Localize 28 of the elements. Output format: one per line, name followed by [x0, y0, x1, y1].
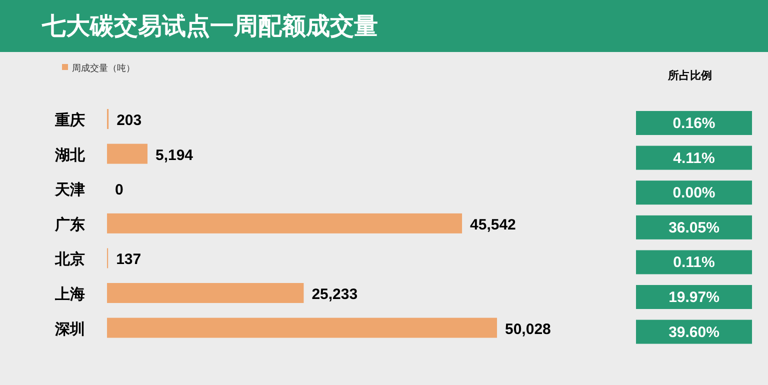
data-label: 5,194: [155, 146, 194, 164]
y-tick-label: 深圳: [54, 320, 85, 338]
y-tick-label: 广东: [54, 215, 85, 234]
text: 19.97%: [668, 289, 720, 306]
text: 所占比例: [667, 69, 712, 82]
text: 0.11%: [673, 254, 715, 272]
bar: [107, 283, 304, 303]
bar: [107, 318, 497, 338]
y-tick-label: 北京: [54, 250, 85, 268]
data-label: 203: [116, 112, 142, 129]
data-label: 25,233: [312, 286, 358, 303]
text: 0.16%: [672, 115, 716, 132]
data-label: 137: [116, 251, 142, 268]
data-label: 50,028: [505, 320, 551, 338]
text: 4.11%: [673, 150, 715, 167]
data-label: 0: [115, 182, 124, 199]
data-label: 45,542: [470, 216, 516, 234]
text: 39.60%: [668, 324, 720, 341]
legend-label: 周成交量（吨）: [72, 63, 135, 73]
bar: [107, 213, 462, 234]
y-tick-label: 湖北: [54, 146, 86, 164]
y-tick-label: 上海: [54, 286, 85, 303]
text: 36.05%: [668, 219, 720, 236]
chart-title: 七大碳交易试点一周配额成交量: [41, 13, 378, 40]
text: 0.00%: [672, 184, 716, 202]
y-tick-label: 重庆: [54, 111, 85, 129]
y-tick-label: 天津: [54, 182, 85, 199]
bar: [107, 144, 148, 164]
